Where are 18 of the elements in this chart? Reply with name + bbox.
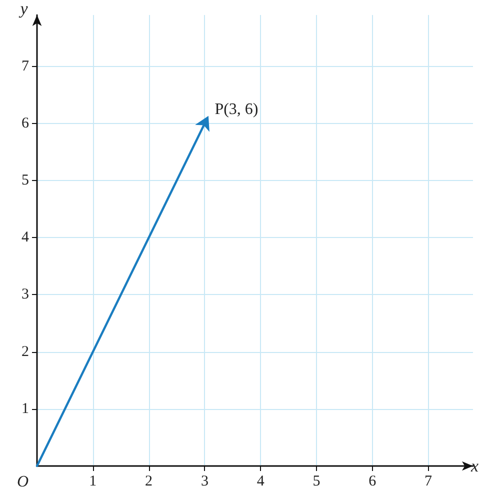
x-tick-label: 1 xyxy=(89,474,97,490)
x-tick-label: 5 xyxy=(312,474,320,490)
y-tick-label: 3 xyxy=(22,286,29,303)
x-tick-label: 4 xyxy=(256,474,265,490)
annotation: O xyxy=(17,474,29,490)
y-axis-title: y xyxy=(18,0,28,18)
y-tick-label: 2 xyxy=(22,344,29,360)
x-tick-label: 7 xyxy=(424,474,433,490)
x-axis-title: x xyxy=(470,456,479,476)
y-tick-label: 4 xyxy=(22,230,30,246)
x-tick-label: 2 xyxy=(145,474,153,490)
x-tick-label: 6 xyxy=(368,474,377,490)
y-tick-label: 1 xyxy=(22,400,29,417)
y-tick-label: 6 xyxy=(22,115,30,132)
y-tick-label: 7 xyxy=(22,58,30,74)
y-tick-label: 5 xyxy=(22,172,29,189)
x-tick-label: 3 xyxy=(200,474,208,490)
annotation: P(3, 6) xyxy=(214,100,258,118)
